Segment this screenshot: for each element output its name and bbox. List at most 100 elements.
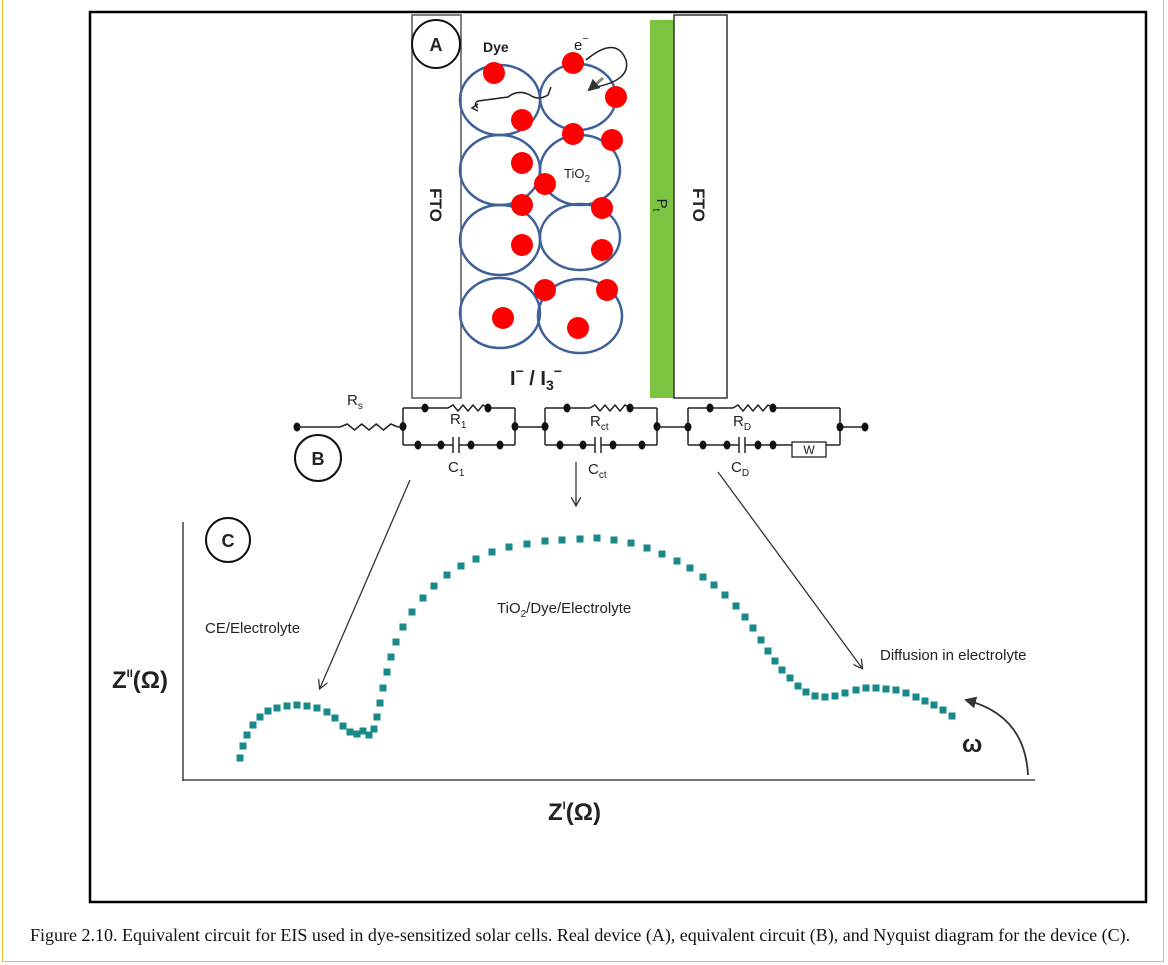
- node: [580, 441, 587, 450]
- node: [438, 441, 445, 450]
- cd-label: CD: [731, 459, 749, 479]
- panel-c: C CE/Electrolyte TiO2/Dye/Electrolyte Di…: [112, 518, 1035, 826]
- omega-label: ω: [962, 731, 982, 758]
- node: [557, 441, 564, 450]
- node: [685, 423, 692, 432]
- dye-molecule: [591, 239, 613, 261]
- y-axis-label: ZII(Ω): [112, 667, 168, 694]
- label-sub: s: [358, 401, 363, 412]
- w-label: W: [803, 443, 815, 457]
- dye-molecule: [492, 307, 514, 329]
- node: [468, 441, 475, 450]
- label-text: e: [574, 37, 582, 54]
- label-text: /Dye/Electrolyte: [526, 600, 631, 617]
- panel-a: A Dye e− TiO2 FTO FTO Pt I− / I3−: [412, 15, 727, 398]
- rd-label: RD: [733, 413, 751, 433]
- arrow: [718, 472, 862, 668]
- caption: Figure 2.10. Equivalent circuit for EIS …: [30, 922, 1140, 948]
- dye-molecule: [511, 152, 533, 174]
- label-text: C: [588, 461, 599, 478]
- node: [770, 404, 777, 413]
- electron-arrow: [589, 78, 603, 90]
- label-text: (Ω): [566, 799, 601, 826]
- r1-label: R1: [450, 411, 467, 431]
- dye-molecule: [511, 194, 533, 216]
- label-sub: 3: [546, 377, 554, 393]
- node: [400, 422, 407, 431]
- dye-molecule: [534, 279, 556, 301]
- node: [755, 441, 762, 450]
- fto-right-label: FTO: [689, 188, 708, 222]
- label-sub: ct: [599, 470, 607, 481]
- node: [610, 441, 617, 450]
- dye-molecule: [511, 109, 533, 131]
- panel-label: A: [430, 35, 443, 55]
- node: [485, 404, 492, 413]
- node: [415, 441, 422, 450]
- resistor: [340, 424, 398, 430]
- diffusion-label: Diffusion in electrolyte: [880, 647, 1026, 664]
- label-text: R: [347, 392, 358, 409]
- label-sup: −: [554, 363, 562, 379]
- label-text: P: [653, 199, 670, 209]
- dye-molecule: [591, 197, 613, 219]
- panel-label: C: [222, 531, 235, 551]
- node: [627, 404, 634, 413]
- label-sub: D: [744, 422, 751, 433]
- node: [639, 441, 646, 450]
- nyquist-points: [240, 538, 952, 758]
- node: [724, 441, 731, 450]
- node: [497, 441, 504, 450]
- cct-label: Cct: [588, 461, 607, 481]
- label-sub: t: [650, 209, 661, 212]
- node: [700, 441, 707, 450]
- electrolyte-label: I− / I3−: [510, 363, 562, 393]
- label-sup: −: [582, 33, 588, 45]
- label-sub: 2: [584, 174, 590, 185]
- resistor: [733, 405, 773, 411]
- electron-label: e−: [574, 33, 589, 54]
- label-text: C: [731, 459, 742, 476]
- rs-label: Rs: [347, 392, 363, 412]
- node: [564, 404, 571, 413]
- dye-molecule: [511, 234, 533, 256]
- label-text: / I: [524, 368, 546, 390]
- dye-molecule: [596, 279, 618, 301]
- dye-molecule: [562, 52, 584, 74]
- label-sub: D: [742, 468, 749, 479]
- arrow: [320, 480, 410, 688]
- label-text: TiO: [497, 600, 521, 617]
- node: [862, 423, 869, 432]
- label-text: R: [733, 413, 744, 430]
- node: [770, 441, 777, 450]
- dye-molecule: [601, 129, 623, 151]
- label-sub: 1: [461, 420, 467, 431]
- dye-molecule: [562, 123, 584, 145]
- page: A Dye e− TiO2 FTO FTO Pt I− / I3− B Rs R…: [0, 0, 1168, 965]
- dye-label: Dye: [483, 39, 509, 55]
- ce-label: CE/Electrolyte: [205, 620, 300, 637]
- node: [837, 423, 844, 432]
- panel-label: B: [312, 449, 325, 469]
- dye-molecule: [483, 62, 505, 84]
- label-text: Z: [548, 799, 563, 826]
- tio2-particle: [540, 64, 616, 130]
- label-text: TiO: [564, 166, 584, 181]
- dye-molecule: [534, 173, 556, 195]
- tio2-label: TiO2: [564, 166, 590, 185]
- fto-left-label: FTO: [426, 188, 445, 222]
- node: [422, 404, 429, 413]
- label-text: R: [450, 411, 461, 428]
- label-text: R: [590, 413, 601, 430]
- resistor: [590, 405, 630, 411]
- x-axis-label: ZI(Ω): [548, 799, 601, 826]
- figure: A Dye e− TiO2 FTO FTO Pt I− / I3− B Rs R…: [0, 0, 1168, 915]
- dye-molecule: [605, 86, 627, 108]
- panel-b-labels: B Rs R1 C1 Rct Cct RD CD W: [295, 392, 826, 481]
- label-text: Z: [112, 667, 127, 694]
- label-text: C: [448, 459, 459, 476]
- label-sub: ct: [601, 422, 609, 433]
- label-text: (Ω): [133, 667, 168, 694]
- label-sub: 1: [459, 468, 465, 479]
- dye-molecule: [567, 317, 589, 339]
